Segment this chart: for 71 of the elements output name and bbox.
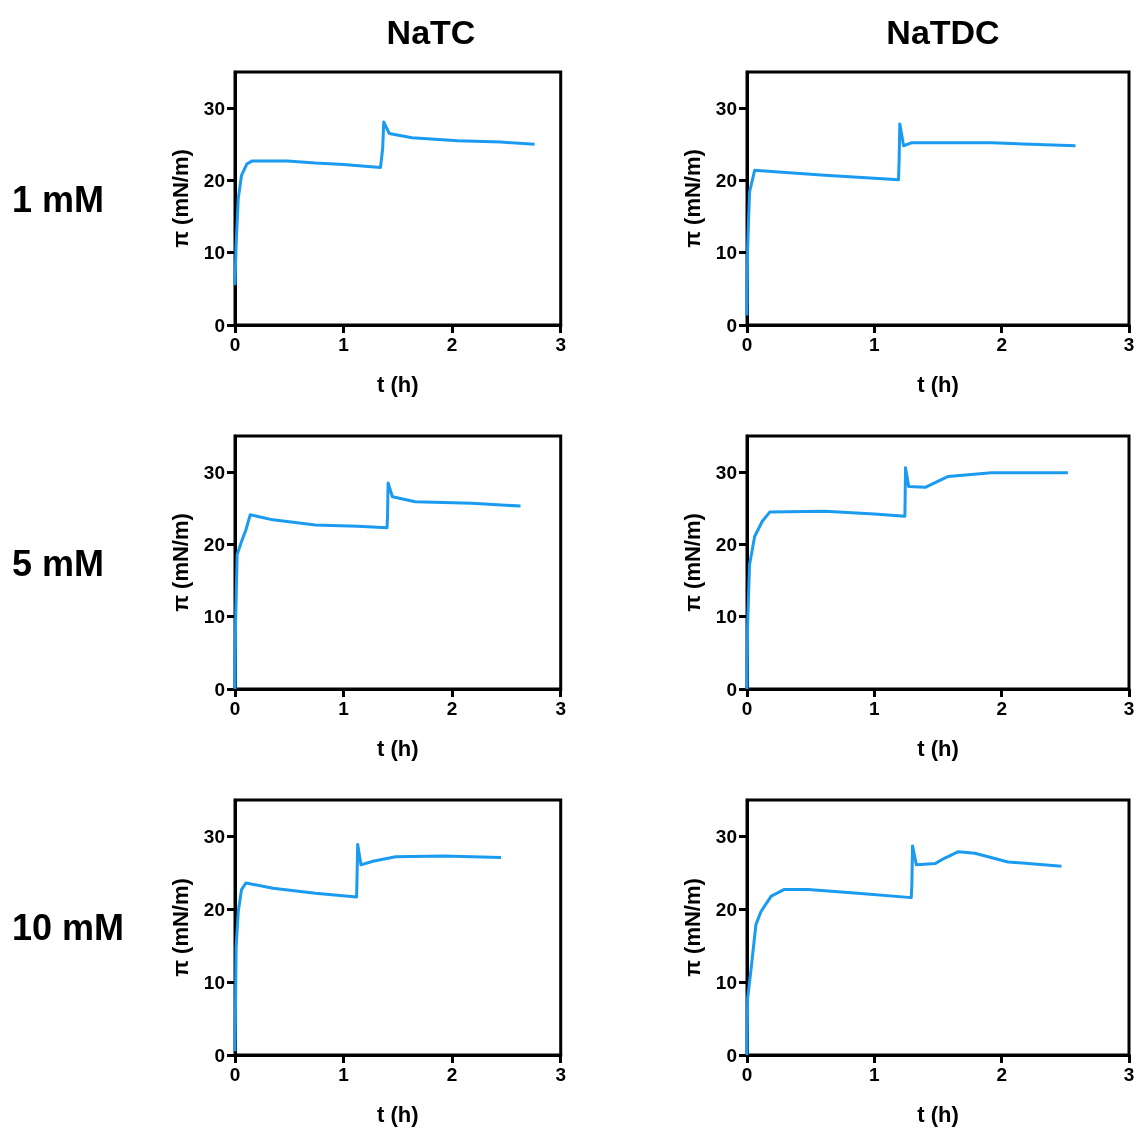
y-tick-label: 30 — [715, 461, 737, 483]
y-tick-label: 10 — [715, 606, 737, 628]
chart-title: NaTC — [386, 13, 476, 51]
text: 10 mM — [12, 906, 125, 948]
y-tick-label: 0 — [214, 1044, 225, 1066]
line-series — [233, 842, 503, 1053]
x-tick-label: 3 — [1123, 698, 1135, 719]
text: 1 mM — [12, 178, 105, 220]
x-axis-title: t (h) — [377, 371, 419, 397]
y-tick-label: 0 — [726, 678, 737, 700]
chart-title: NaTDC — [886, 13, 1000, 51]
x-tick-label: 1 — [338, 698, 350, 719]
y-tick-label: 20 — [715, 898, 737, 920]
x-tick-label: 0 — [741, 698, 753, 719]
y-tick-label: 20 — [203, 898, 225, 920]
line-series — [233, 120, 537, 287]
y-axis-title: π (mN/m) — [167, 149, 193, 248]
x-tick-label: 1 — [869, 698, 881, 719]
y-tick-label: 30 — [203, 461, 225, 483]
y-tick-label: 0 — [214, 314, 225, 336]
x-tick-label: 2 — [996, 334, 1007, 355]
x-tick-label: 2 — [446, 1064, 458, 1085]
y-tick-label: 20 — [203, 533, 225, 555]
x-tick-label: 0 — [229, 698, 241, 719]
y-tick-label: 10 — [203, 242, 225, 264]
y-tick-label: 10 — [715, 242, 737, 264]
y-tick-label: 30 — [715, 825, 737, 847]
y-tick-label: 0 — [726, 1044, 737, 1066]
x-tick-label: 1 — [869, 334, 881, 355]
x-tick-label: 0 — [741, 1064, 753, 1085]
y-tick-label: 10 — [203, 971, 225, 993]
y-tick-label: 30 — [715, 97, 737, 119]
y-tick-label: 30 — [203, 97, 225, 119]
x-axis-title: t (h) — [917, 735, 959, 761]
y-tick-label: 20 — [715, 533, 737, 555]
text: 5 mM — [12, 542, 105, 584]
x-tick-label: 1 — [338, 334, 350, 355]
line-series — [745, 122, 1078, 318]
y-tick-label: 10 — [715, 971, 737, 993]
x-tick-label: 3 — [555, 1064, 567, 1085]
y-axis-title: π (mN/m) — [679, 513, 705, 612]
x-tick-label: 0 — [229, 1064, 241, 1085]
x-tick-label: 3 — [555, 698, 567, 719]
x-tick-label: 2 — [446, 698, 458, 719]
y-tick-label: 20 — [715, 169, 737, 191]
line-series — [233, 481, 523, 691]
y-tick-label: 0 — [214, 678, 225, 700]
y-axis-title: π (mN/m) — [679, 149, 705, 248]
x-axis-title: t (h) — [377, 1101, 419, 1127]
x-tick-label: 3 — [1123, 334, 1135, 355]
y-axis-title: π (mN/m) — [167, 513, 193, 612]
y-tick-label: 0 — [726, 314, 737, 336]
line-series — [745, 844, 1064, 1057]
x-tick-label: 1 — [338, 1064, 350, 1085]
x-tick-label: 2 — [996, 698, 1007, 719]
x-tick-label: 2 — [996, 1064, 1007, 1085]
y-axis-title: π (mN/m) — [167, 878, 193, 977]
x-axis-title: t (h) — [917, 371, 959, 397]
x-axis-title: t (h) — [377, 735, 419, 761]
y-tick-label: 20 — [203, 169, 225, 191]
x-tick-label: 0 — [741, 334, 753, 355]
x-tick-label: 1 — [869, 1064, 881, 1085]
y-axis-title: π (mN/m) — [679, 878, 705, 977]
line-series — [745, 466, 1070, 691]
x-tick-label: 3 — [555, 334, 567, 355]
y-tick-label: 30 — [203, 825, 225, 847]
x-tick-label: 0 — [229, 334, 241, 355]
x-tick-label: 2 — [446, 334, 458, 355]
x-tick-label: 3 — [1123, 1064, 1135, 1085]
x-axis-title: t (h) — [917, 1101, 959, 1127]
y-tick-label: 10 — [203, 606, 225, 628]
